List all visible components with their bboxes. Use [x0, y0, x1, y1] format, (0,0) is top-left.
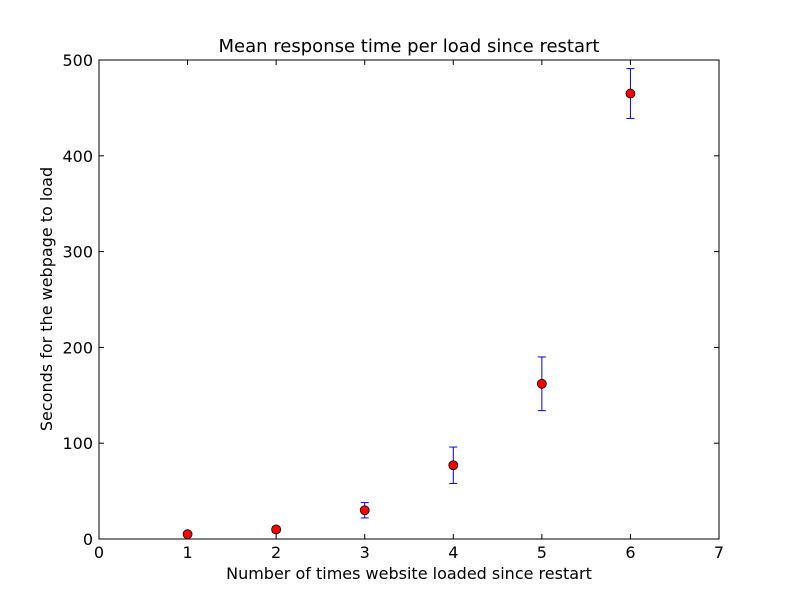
- y-tick-label: 200: [62, 338, 93, 357]
- data-point: [625, 88, 636, 99]
- x-tick-label: 0: [94, 543, 104, 562]
- axis-ticks: 0 1 2 3 4 5 6 7 0 100 200 300 400 500: [62, 51, 724, 562]
- x-tick-label: 4: [448, 543, 458, 562]
- x-tick-label: 2: [271, 543, 281, 562]
- x-tick-label: 5: [537, 543, 547, 562]
- y-tick-label: 300: [62, 243, 93, 262]
- y-tick-label: 400: [62, 147, 93, 166]
- x-axis-label: Number of times website loaded since res…: [226, 564, 592, 583]
- y-tick-label: 500: [62, 51, 93, 70]
- y-axis-label: Seconds for the webpage to load: [37, 167, 56, 431]
- data-point: [182, 529, 193, 540]
- data-points: [182, 88, 636, 540]
- data-point: [448, 460, 459, 471]
- data-point: [359, 505, 370, 516]
- x-tick-label: 1: [182, 543, 192, 562]
- x-tick-label: 7: [714, 543, 724, 562]
- x-tick-label: 3: [360, 543, 370, 562]
- y-tick-label: 100: [62, 434, 93, 453]
- data-point: [536, 378, 547, 389]
- plot-area-frame: [98, 59, 720, 540]
- y-tick-label: 0: [83, 530, 93, 549]
- x-tick-label: 6: [625, 543, 635, 562]
- data-point: [271, 524, 282, 535]
- chart-title: Mean response time per load since restar…: [219, 36, 600, 57]
